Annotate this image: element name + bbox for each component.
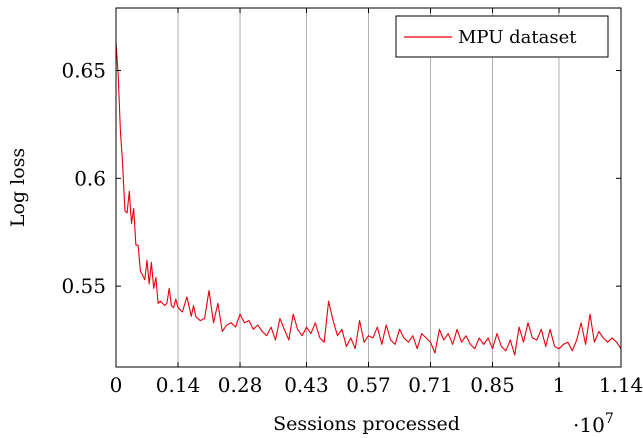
x-tick-label: 0.85 xyxy=(470,373,515,397)
grid-lines xyxy=(177,8,560,367)
x-tick-label: 0.28 xyxy=(218,373,263,397)
series-line-mpu-dataset xyxy=(115,42,622,356)
x-tick-label: 0.71 xyxy=(408,373,453,397)
y-axis-title: Log loss xyxy=(7,148,29,227)
x-tick-label: 1 xyxy=(553,373,566,397)
x-tick-label: 0 xyxy=(110,373,123,397)
legend: MPU dataset xyxy=(395,15,609,58)
y-tick-label: 0.65 xyxy=(61,59,106,83)
y-tick-label: 0.6 xyxy=(74,166,106,190)
x-axis-multiplier-exponent: 7 xyxy=(605,411,614,427)
x-axis-multiplier-base: ·10 xyxy=(573,413,605,437)
x-axis-title: Sessions processed xyxy=(273,413,460,435)
x-tick-label: 0.14 xyxy=(156,373,201,397)
x-tick-label: 0.57 xyxy=(346,373,391,397)
legend-label-mpu-dataset: MPU dataset xyxy=(458,27,577,48)
series-layer xyxy=(115,42,622,356)
axis-ticks: 0 0.14 0.28 0.43 0.57 0.71 0.85 1 1.14 0.55 0.6 0.6… xyxy=(61,8,643,397)
x-tick-label: 0.43 xyxy=(284,373,329,397)
y-tick-label: 0.55 xyxy=(61,274,106,298)
x-tick-label: 1.14 xyxy=(599,373,643,397)
x-axis-multiplier: ·107 xyxy=(573,411,614,437)
